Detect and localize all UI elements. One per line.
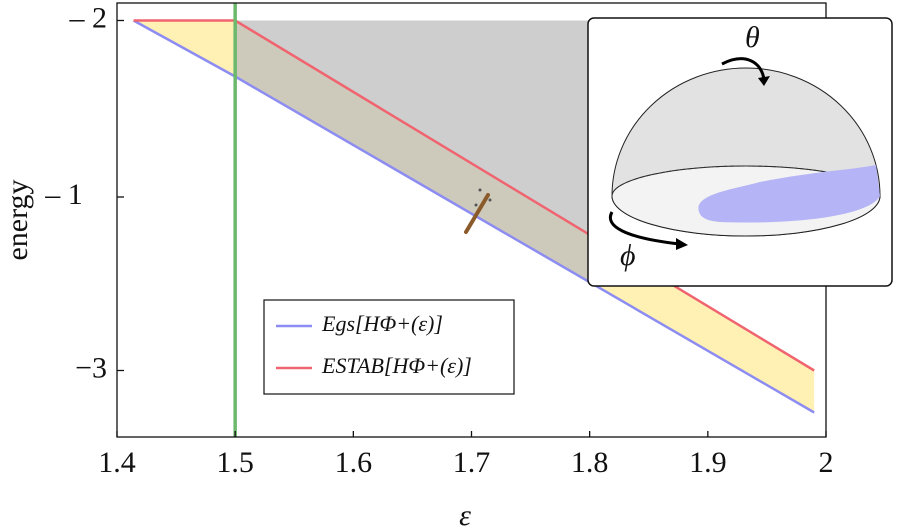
legend: Egs[HΦ+(ε)] ESTAB[HΦ+(ε)] — [263, 299, 515, 395]
phi-label: ϕ — [620, 239, 636, 272]
theta-label: θ — [745, 21, 760, 54]
legend-frame — [263, 299, 515, 395]
y-tick-label: – 1 — [44, 178, 83, 211]
arrow — [721, 57, 766, 81]
plot-area: 1.4 1.5 1.6 1.7 1.8 1.9 2 – 2 −3 — [69, 1, 834, 479]
arrow-head — [676, 238, 688, 250]
arrow-head — [758, 76, 770, 86]
x-tick-label: 1.6 — [335, 446, 373, 479]
legend-label: ESTAB[HΦ+(ε)] — [321, 353, 472, 378]
arrow — [608, 211, 681, 246]
shaded-region — [235, 20, 590, 283]
y-tick-label: −3 — [75, 351, 107, 384]
x-tick-label: 2 — [819, 446, 834, 479]
x-axis-label: ε — [459, 499, 471, 529]
x-tick-label: 1.9 — [689, 446, 727, 479]
inset: θ ϕ — [587, 17, 893, 287]
x-tick-label: 1.8 — [571, 446, 609, 479]
x-tick-label: 1.7 — [453, 446, 491, 479]
region — [698, 165, 880, 223]
legend-label: Egs[HΦ+(ε)] — [321, 311, 443, 336]
x-tick-label: 1.5 — [216, 446, 254, 479]
y-tick-label: – 2 — [69, 1, 108, 34]
wand — [464, 188, 492, 234]
x-tick-label: 1.4 — [98, 446, 136, 479]
y-axis-label: energy — [1, 179, 34, 260]
